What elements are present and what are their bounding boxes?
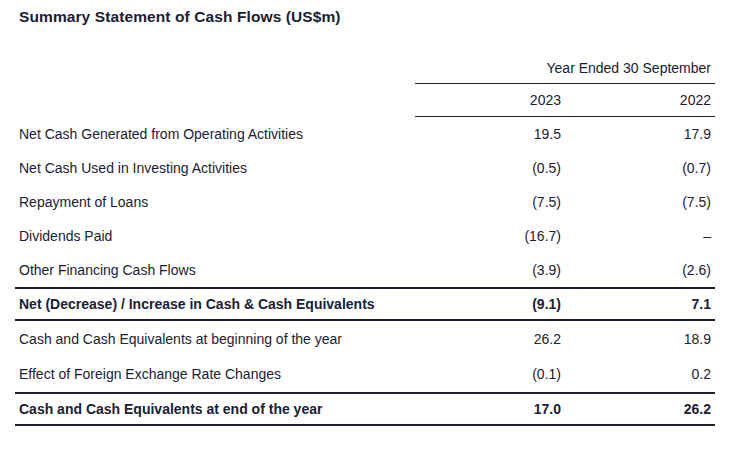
row-label: Other Financing Cash Flows (15, 262, 415, 278)
column-header-2022: 2022 (565, 92, 715, 108)
value-2022: 26.2 (565, 401, 715, 417)
value-2023: (7.5) (415, 194, 565, 210)
row-label: Dividends Paid (15, 228, 415, 244)
page-title: Summary Statement of Cash Flows (US$m) (19, 8, 341, 26)
row-label: Effect of Foreign Exchange Rate Changes (15, 366, 415, 382)
header-spacer (15, 84, 415, 117)
table-row-other-financing: Other Financing Cash Flows (3.9) (2.6) (15, 253, 715, 287)
value-2022: 0.2 (565, 366, 715, 382)
table-row-investing-activities: Net Cash Used in Investing Activities (0… (15, 151, 715, 185)
row-label: Net (Decrease) / Increase in Cash & Cash… (15, 296, 415, 312)
cash-flow-table: Year Ended 30 September 2023 2022 Net Ca… (15, 55, 715, 426)
period-header: Year Ended 30 September (415, 55, 715, 84)
value-2022: 18.9 (565, 331, 715, 347)
value-2022: 7.1 (565, 296, 715, 312)
table-row-cash-end-total: Cash and Cash Equivalents at end of the … (15, 392, 715, 426)
table-row-dividends-paid: Dividends Paid (16.7) – (15, 219, 715, 253)
row-label: Repayment of Loans (15, 194, 415, 210)
row-label: Net Cash Used in Investing Activities (15, 160, 415, 176)
value-2022: (0.7) (565, 160, 715, 176)
year-header-row: 2023 2022 (15, 84, 715, 117)
row-label: Net Cash Generated from Operating Activi… (15, 126, 415, 142)
table-row-net-change-total: Net (Decrease) / Increase in Cash & Cash… (15, 287, 715, 321)
header-spacer (15, 55, 415, 84)
table-row-operating-activities: Net Cash Generated from Operating Activi… (15, 117, 715, 151)
value-2023: 19.5 (415, 126, 565, 142)
column-header-2023: 2023 (415, 92, 565, 108)
row-label: Cash and Cash Equivalents at end of the … (15, 401, 415, 417)
row-label: Cash and Cash Equivalents at beginning o… (15, 331, 415, 347)
table-row-repayment-of-loans: Repayment of Loans (7.5) (7.5) (15, 185, 715, 219)
value-2023: 17.0 (415, 401, 565, 417)
value-2023: (0.5) (415, 160, 565, 176)
value-2023: (3.9) (415, 262, 565, 278)
value-2023: (16.7) (415, 228, 565, 244)
value-2022: – (565, 228, 715, 244)
value-2023: (0.1) (415, 366, 565, 382)
table-row-cash-beginning: Cash and Cash Equivalents at beginning o… (15, 321, 715, 357)
value-2022: (2.6) (565, 262, 715, 278)
year-columns: 2023 2022 (415, 84, 715, 117)
value-2022: 17.9 (565, 126, 715, 142)
cash-flow-statement-page: Summary Statement of Cash Flows (US$m) Y… (0, 0, 738, 450)
value-2022: (7.5) (565, 194, 715, 210)
period-header-row: Year Ended 30 September (15, 55, 715, 84)
value-2023: (9.1) (415, 296, 565, 312)
table-row-fx-changes: Effect of Foreign Exchange Rate Changes … (15, 357, 715, 393)
value-2023: 26.2 (415, 331, 565, 347)
